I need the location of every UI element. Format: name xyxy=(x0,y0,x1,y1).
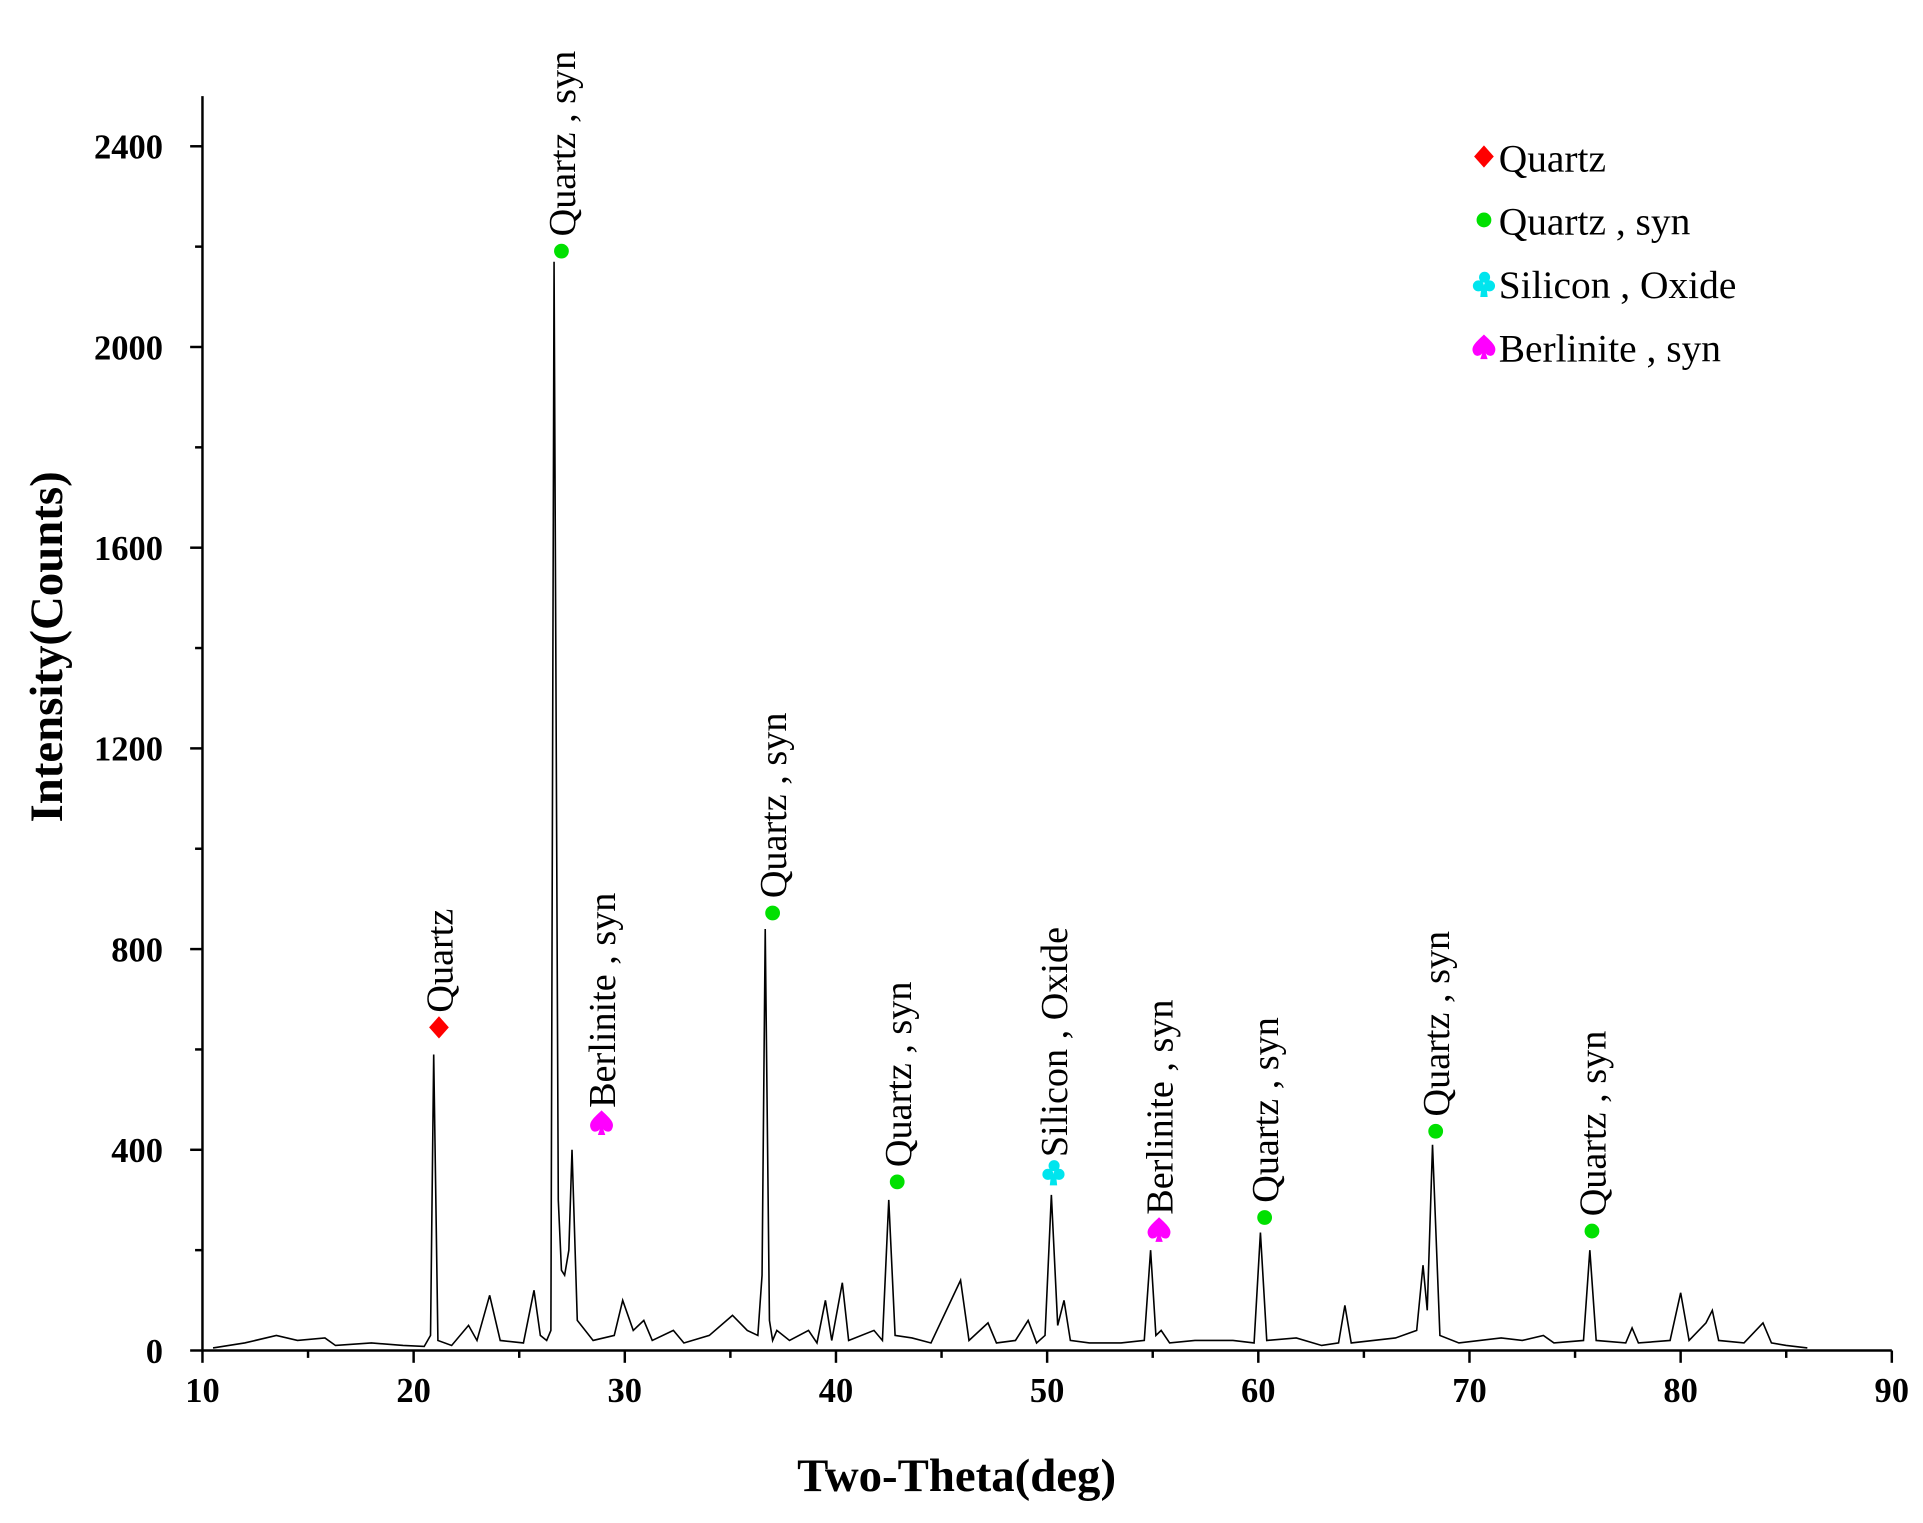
annotation-label: Quartz , syn xyxy=(1245,1017,1287,1203)
marker xyxy=(765,905,781,921)
y-tick-label: 0 xyxy=(146,1333,163,1371)
marker xyxy=(1428,1123,1444,1139)
marker xyxy=(554,243,569,259)
annotation-label: Quartz xyxy=(420,909,462,1013)
annotation-label: Quartz , syn xyxy=(1573,1031,1615,1217)
annotation-label: Silicon , Oxide xyxy=(1034,927,1076,1157)
y-tick-label: 1200 xyxy=(94,731,163,769)
legend-marker xyxy=(1476,212,1492,228)
marker xyxy=(889,1174,905,1190)
y-tick-label: 1600 xyxy=(94,530,163,568)
annotation-label: Berlinite , syn xyxy=(582,893,624,1108)
legend-label: Quartz xyxy=(1499,136,1606,180)
x-tick-label: 10 xyxy=(185,1372,220,1410)
annotation-label: Quartz , syn xyxy=(542,51,584,237)
marker xyxy=(1257,1210,1273,1225)
marker xyxy=(590,1110,614,1136)
x-tick-label: 60 xyxy=(1241,1372,1276,1410)
marker xyxy=(1042,1160,1065,1186)
annotation-label: Quartz , syn xyxy=(753,713,795,899)
x-tick-label: 70 xyxy=(1452,1372,1487,1410)
x-tick-label: 50 xyxy=(1030,1372,1064,1410)
y-tick-label: 800 xyxy=(111,931,163,969)
legend-label: Berlinite , syn xyxy=(1499,327,1722,371)
marker xyxy=(1584,1223,1600,1239)
y-tick-label: 400 xyxy=(111,1132,163,1170)
y-axis-title: Intensity(Counts) xyxy=(21,471,73,822)
legend-label: Silicon , Oxide xyxy=(1499,263,1737,307)
legend-marker xyxy=(1474,145,1494,168)
marker xyxy=(429,1016,449,1039)
annotation-label: Berlinite , syn xyxy=(1140,999,1182,1214)
pattern-line xyxy=(212,261,1808,1349)
legend-label: Quartz , syn xyxy=(1499,200,1691,244)
annotation-label: Quartz , syn xyxy=(878,982,920,1168)
x-tick-label: 90 xyxy=(1875,1372,1910,1410)
y-tick-label: 2400 xyxy=(94,129,163,167)
y-tick-label: 2000 xyxy=(94,329,163,367)
x-axis-title: Two-Theta(deg) xyxy=(797,1450,1116,1502)
annotation-label: Quartz , syn xyxy=(1416,931,1458,1117)
x-tick-label: 40 xyxy=(819,1372,854,1410)
legend-marker xyxy=(1472,334,1496,360)
legend-marker xyxy=(1472,271,1496,297)
x-tick-label: 30 xyxy=(608,1372,643,1410)
x-tick-label: 80 xyxy=(1663,1372,1698,1410)
marker xyxy=(1147,1217,1171,1242)
x-tick-label: 20 xyxy=(396,1372,431,1410)
